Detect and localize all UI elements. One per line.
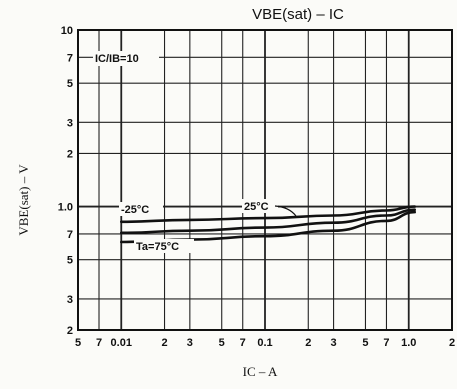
y-tick-label: 1.0: [58, 202, 73, 214]
y-tick-label: 5: [67, 255, 73, 267]
curve-25c: [120, 208, 416, 235]
x-tick-label: 0.01: [111, 337, 132, 349]
x-tick-label: 2: [305, 337, 311, 349]
y-axis-label: VBE(sat) – V: [16, 164, 31, 236]
x-tick-label: 7: [240, 337, 246, 349]
x-tick-label: 7: [383, 337, 389, 349]
ta-prefix: Ta=: [136, 241, 154, 253]
curve-minus25c: [120, 205, 416, 224]
label-backdrop-minus25: [119, 202, 163, 216]
x-tick-label: 5: [362, 337, 368, 349]
x-tick-label: 5: [219, 337, 225, 349]
y-tick-labels: 2 3 5 7 1.0 2 3 5 7 10: [58, 25, 73, 337]
ta-value: 75°C: [154, 241, 179, 253]
x-tick-label: 3: [331, 337, 337, 349]
y-tick-label: 5: [67, 78, 73, 90]
curve-label-minus25: -25°C: [121, 204, 149, 216]
condition-label: IC/IB=10: [95, 53, 139, 65]
x-tick-label: 0.1: [257, 337, 272, 349]
chart-grid: [77, 29, 453, 331]
x-tick-labels: 5 7 0.01 2 3 5 7 0.1 2 3 5 7 1.0 2: [75, 337, 455, 349]
curve-label-25: 25°C: [244, 201, 269, 213]
leader-line-25: [274, 205, 297, 217]
x-tick-label: 2: [161, 337, 167, 349]
condition-label-backdrop: [93, 51, 159, 66]
label-backdrop-75: [134, 239, 194, 253]
x-tick-label: 5: [75, 337, 81, 349]
y-tick-label: 3: [67, 117, 73, 129]
plot-frame: [77, 29, 453, 331]
x-tick-label: 1.0: [401, 337, 416, 349]
chart-title: VBE(sat) – IC: [252, 6, 344, 23]
y-tick-label: 10: [61, 25, 73, 37]
x-tick-label: 3: [187, 337, 193, 349]
curve-label-75: Ta=75°C: [136, 241, 179, 253]
y-tick-label: 3: [67, 294, 73, 306]
label-backdrop-25: [242, 199, 278, 213]
y-tick-label: 2: [67, 148, 73, 160]
x-axis-label: IC – A: [243, 364, 278, 379]
y-tick-label: 7: [67, 229, 73, 241]
y-tick-label: 7: [67, 52, 73, 64]
x-tick-label: 7: [96, 337, 102, 349]
x-tick-label: 2: [449, 337, 455, 349]
y-tick-label: 2: [67, 325, 73, 337]
